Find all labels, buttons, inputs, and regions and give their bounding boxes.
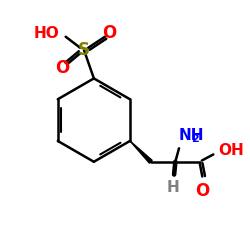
Text: HO: HO: [34, 26, 60, 40]
Text: O: O: [55, 59, 69, 77]
Text: OH: OH: [218, 142, 244, 158]
Text: NH: NH: [179, 128, 204, 143]
Text: H: H: [166, 180, 179, 195]
Text: 2: 2: [191, 134, 198, 144]
Text: O: O: [102, 24, 117, 42]
Polygon shape: [130, 141, 152, 163]
Text: S: S: [78, 41, 90, 59]
Text: O: O: [195, 182, 210, 200]
